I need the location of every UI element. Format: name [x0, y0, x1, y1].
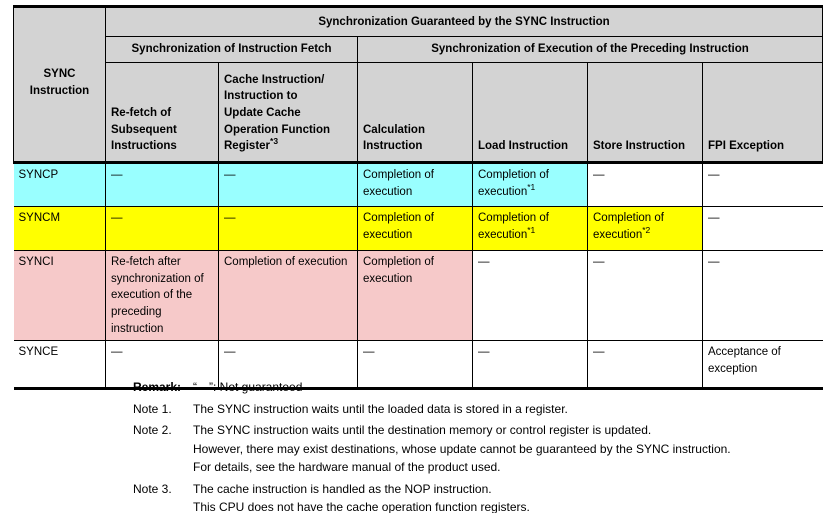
note-3-label: Note 3. [133, 481, 172, 496]
note-2-body: The SYNC instruction waits until the des… [193, 421, 823, 477]
cell-syncm-load: Completion of execution*1 [472, 206, 588, 251]
cell-syncp-fpi: — [701, 162, 823, 207]
cell-synce-store: — [587, 340, 703, 391]
header-group-instruction-fetch: Synchronization of Instruction Fetch [105, 36, 358, 63]
table-row-synci: SYNCI Re-fetch after synchronization of … [13, 249, 823, 342]
sync-instruction-table: SYNC Instruction Synchronization Guarant… [13, 5, 824, 391]
cell-synce-calculation: — [357, 340, 473, 391]
cell-synce-instruction: SYNCE [13, 340, 106, 391]
cell-synce-refetch: — [105, 340, 219, 391]
cell-syncp-cache: — [218, 162, 358, 207]
cell-synci-refetch: Re-fetch after synchronization of execut… [105, 249, 219, 342]
note-3-row: Note 3. The cache instruction is handled… [133, 480, 823, 513]
cell-synci-cache: Completion of execution [218, 249, 358, 342]
notes-section: Remark: “—”: Not guaranteed Note 1. The … [133, 378, 823, 513]
table-row-synce: SYNCE — — — — — Acceptance of exception [13, 340, 823, 391]
header-main-title: Synchronization Guaranteed by the SYNC I… [104, 5, 824, 37]
cell-syncm-calculation: Completion of execution [357, 206, 473, 251]
note-3-line-1: The cache instruction is handled as the … [193, 481, 492, 496]
cell-syncm-fpi: — [701, 206, 823, 251]
table-row-syncp: SYNCP — — Completion of execution Comple… [13, 162, 823, 207]
cell-syncp-refetch: — [105, 162, 219, 207]
cell-synci-calculation: Completion of execution [357, 249, 473, 342]
header-sync-instruction-label: SYNC Instruction [29, 67, 90, 97]
header-cache-label: Cache Instruction/ Instruction to Update… [224, 73, 331, 153]
cell-syncp-load: Completion of execution*1 [472, 162, 588, 207]
cell-syncm-store-footnote-ref: *2 [642, 224, 651, 235]
header-load: Load Instruction [472, 62, 588, 164]
note-1-label: Note 1. [133, 401, 172, 416]
remark-row: Remark: “—”: Not guaranteed [133, 378, 823, 397]
note-3-line-2: This CPU does not have the cache operati… [193, 500, 530, 513]
note-2-label: Note 2. [133, 423, 172, 437]
header-calculation: Calculation Instruction [357, 62, 473, 164]
cell-syncm-load-footnote-ref: *1 [527, 224, 536, 235]
header-cache-footnote-ref: *3 [270, 136, 279, 147]
cell-syncp-calculation: Completion of execution [357, 162, 473, 207]
remark-label: Remark: [133, 380, 182, 394]
header-sync-instruction: SYNC Instruction [13, 5, 106, 164]
cell-synci-load: — [472, 249, 588, 342]
note-2-line-1: The SYNC instruction waits until the des… [193, 423, 652, 437]
cell-syncp-load-footnote-ref: *1 [527, 181, 536, 192]
cell-syncm-store: Completion of execution*2 [587, 206, 703, 251]
cell-synci-store: — [587, 249, 703, 342]
note-1-line-1: The SYNC instruction waits until the loa… [193, 401, 568, 416]
note-2-line-3: For details, see the hardware manual of … [193, 460, 501, 474]
cell-syncm-store-text: Completion of execution [593, 212, 664, 241]
cell-syncm-cache: — [218, 206, 358, 251]
cell-synce-cache: — [218, 340, 358, 391]
note-3-body: The cache instruction is handled as the … [193, 480, 823, 513]
header-refetch: Re-fetch of Subsequent Instructions [105, 62, 219, 164]
header-cache: Cache Instruction/ Instruction to Update… [218, 62, 358, 164]
cell-syncp-instruction: SYNCP [13, 162, 106, 207]
cell-syncp-load-text: Completion of execution [478, 169, 549, 198]
cell-synci-instruction: SYNCI [13, 249, 106, 342]
cell-syncm-load-text: Completion of execution [478, 212, 549, 241]
cell-syncm-refetch: — [105, 206, 219, 251]
cell-syncm-instruction: SYNCM [13, 206, 106, 251]
remark-text: “—”: Not guaranteed [193, 380, 303, 394]
header-fpi: FPI Exception [701, 62, 824, 164]
cell-synce-fpi: Acceptance of exception [701, 340, 823, 391]
cell-syncp-store: — [587, 162, 703, 207]
note-1-body: The SYNC instruction waits until the loa… [193, 400, 823, 419]
header-store: Store Instruction [587, 62, 703, 164]
note-2-row: Note 2. The SYNC instruction waits until… [133, 421, 823, 477]
table-row-syncm: SYNCM — — Completion of execution Comple… [13, 206, 823, 251]
note-2-line-2: However, there may exist destinations, w… [193, 441, 731, 456]
cell-synci-fpi: — [701, 249, 823, 342]
note-1-row: Note 1. The SYNC instruction waits until… [133, 400, 823, 419]
header-group-execution-preceding: Synchronization of Execution of the Prec… [356, 36, 824, 63]
header-refetch-label: Re-fetch of Subsequent Instructions [111, 106, 177, 153]
cell-synce-load: — [472, 340, 588, 391]
